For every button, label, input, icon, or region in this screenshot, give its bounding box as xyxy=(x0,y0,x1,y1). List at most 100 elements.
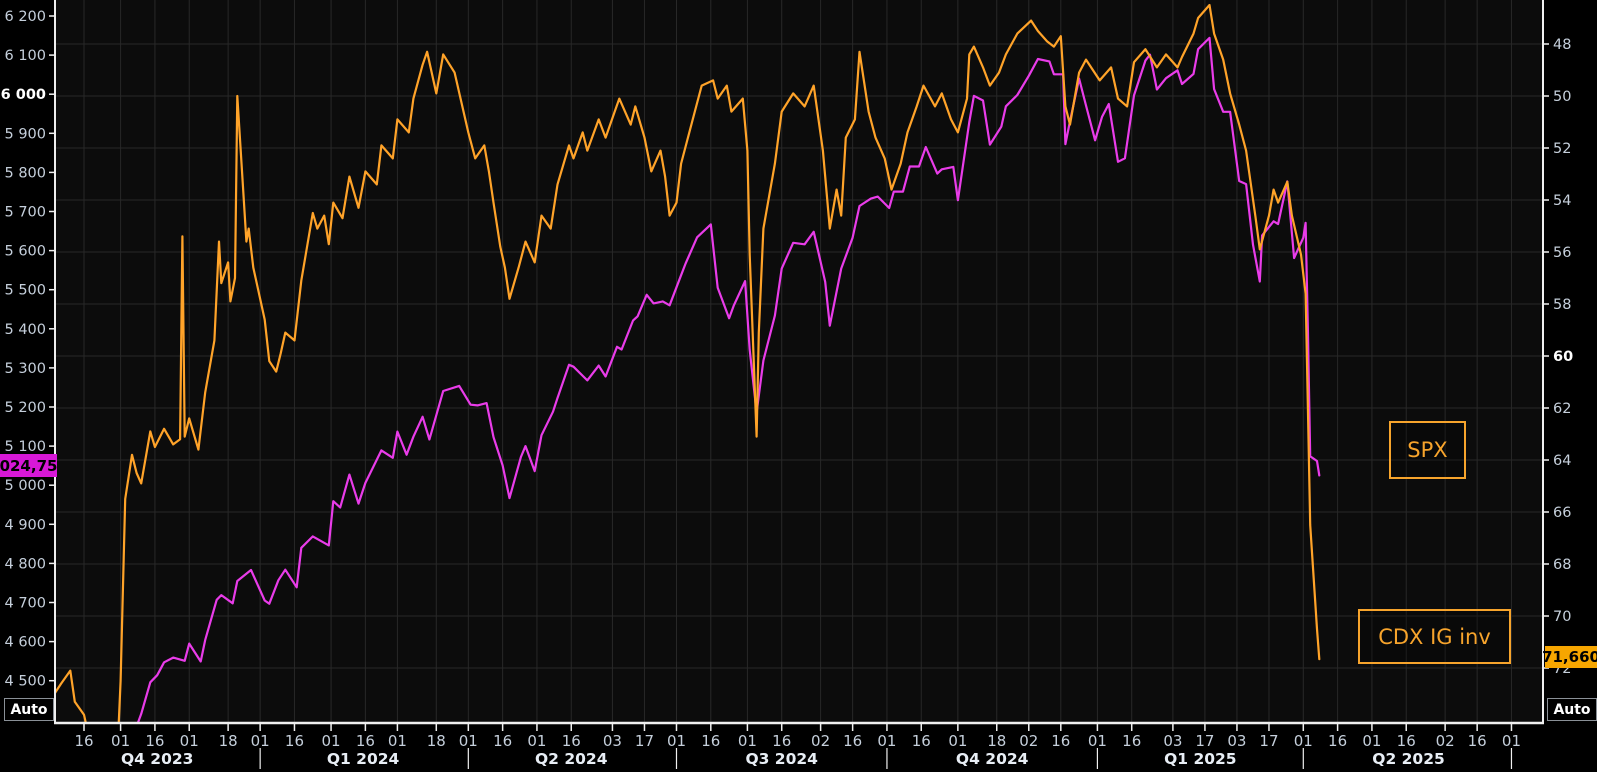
x-axis-date-label: 17 xyxy=(1259,732,1278,750)
x-axis-date-label: 16 xyxy=(1328,732,1347,750)
cdx-last-price-value: 71,660 xyxy=(1542,648,1597,666)
right-axis-label: 66 xyxy=(1553,505,1571,521)
x-axis-date-label: 16 xyxy=(356,732,375,750)
x-axis-date-label: 16 xyxy=(772,732,791,750)
left-axis-label: 5 800 xyxy=(4,165,46,181)
right-axis-label: 62 xyxy=(1553,401,1571,417)
x-axis-date-label: 16 xyxy=(145,732,164,750)
right-axis-label: 64 xyxy=(1553,453,1571,469)
x-axis-date-label: 16 xyxy=(74,732,93,750)
x-axis-date-label: 02 xyxy=(1436,732,1455,750)
x-axis-date-label: 01 xyxy=(738,732,757,750)
quarter-label: Q1 2024 xyxy=(327,750,400,768)
right-axis-label: 48 xyxy=(1553,37,1571,53)
right-axis-auto-button[interactable]: Auto xyxy=(1547,698,1597,721)
x-axis-date-label: 16 xyxy=(843,732,862,750)
x-axis-date-label: 16 xyxy=(701,732,720,750)
x-axis-date-label: 01 xyxy=(1294,732,1313,750)
x-axis-date-label: 01 xyxy=(459,732,478,750)
right-axis-label: 58 xyxy=(1553,297,1571,313)
x-axis-date-label: 16 xyxy=(1051,732,1070,750)
left-axis-label: 5 600 xyxy=(4,244,46,260)
left-axis-label: 5 500 xyxy=(4,283,46,299)
x-axis-date-label: 16 xyxy=(912,732,931,750)
plot-frame xyxy=(54,0,1544,725)
x-axis-date-label: 01 xyxy=(388,732,407,750)
left-axis-label: 5 900 xyxy=(4,126,46,142)
legend-cdx-ig-inv[interactable]: CDX IG inv xyxy=(1358,609,1511,664)
right-axis-label: 50 xyxy=(1553,89,1571,105)
x-axis-date-label: 18 xyxy=(219,732,238,750)
left-axis-label: 4 900 xyxy=(4,517,46,533)
left-axis-label: 5 200 xyxy=(4,400,46,416)
x-axis-date-label: 01 xyxy=(527,732,546,750)
x-axis-date-label: 03 xyxy=(1163,732,1182,750)
left-axis-label: 4 800 xyxy=(4,556,46,572)
spx-last-price-value: 024,75 xyxy=(0,456,58,475)
x-axis-date-label: 16 xyxy=(1397,732,1416,750)
left-axis-label: 5 100 xyxy=(4,439,46,455)
left-axis-label: 6 200 xyxy=(4,9,46,25)
spx-last-price-label: 024,75 xyxy=(0,454,57,477)
gridlines xyxy=(55,0,1543,722)
x-axis-date-label: 02 xyxy=(811,732,830,750)
x-axis-date-label: 16 xyxy=(562,732,581,750)
x-axis-date-label: 18 xyxy=(987,732,1006,750)
series-line-cdx-ig-inv xyxy=(55,3,1321,722)
right-auto-label: Auto xyxy=(1553,701,1591,718)
quarter-label: Q2 2025 xyxy=(1372,750,1445,768)
right-axis-label: 68 xyxy=(1553,557,1571,573)
left-axis-label: 6 100 xyxy=(4,48,46,64)
quarter-label: Q4 2024 xyxy=(956,750,1029,768)
left-auto-label: Auto xyxy=(10,701,48,718)
right-axis-label: 56 xyxy=(1553,245,1571,261)
right-axis-label: 54 xyxy=(1553,193,1571,209)
x-axis-date-label: 01 xyxy=(111,732,130,750)
right-axis-label: 52 xyxy=(1553,141,1571,157)
left-axis-label: 4 700 xyxy=(4,596,46,612)
x-axis-date-label: 17 xyxy=(635,732,654,750)
x-axis-date-label: 03 xyxy=(1227,732,1246,750)
x-axis-date-label: 16 xyxy=(285,732,304,750)
quarter-label: Q2 2024 xyxy=(535,750,608,768)
x-axis-date-label: 01 xyxy=(180,732,199,750)
x-axis-date-label: 16 xyxy=(1468,732,1487,750)
left-axis[interactable]: 6 200 6 100 6 000 5 900 5 800 5 700 5 600 5 500… xyxy=(1,9,55,690)
series-group xyxy=(55,3,1321,722)
legend-spx[interactable]: SPX xyxy=(1389,421,1466,479)
left-axis-label: 5 700 xyxy=(4,205,46,221)
x-axis-date-label: 16 xyxy=(493,732,512,750)
left-axis-label: 4 500 xyxy=(4,674,46,690)
x-axis-date-label: 17 xyxy=(1195,732,1214,750)
x-axis-date-label: 02 xyxy=(1019,732,1038,750)
x-axis-date-label: 01 xyxy=(948,732,967,750)
left-axis-label: 4 600 xyxy=(4,635,46,651)
left-axis-label: 5 000 xyxy=(4,478,46,494)
x-axis-date-label: 01 xyxy=(251,732,270,750)
left-axis-label: 5 300 xyxy=(4,361,46,377)
x-axis-date-label: 01 xyxy=(667,732,686,750)
x-axis-date-label: 16 xyxy=(1122,732,1141,750)
left-axis-auto-button[interactable]: Auto xyxy=(4,698,54,721)
x-axis-date-label: 01 xyxy=(1502,732,1521,750)
x-axis-date-label: 01 xyxy=(1362,732,1381,750)
right-axis-label: 60 xyxy=(1553,349,1573,365)
x-axis[interactable]: 16 01 16 01 18 01 16 01 16 01 18 01 16 01 16 03 17 01 16 01… xyxy=(74,724,1521,769)
x-axis-date-label: 01 xyxy=(877,732,896,750)
right-axis-label: 70 xyxy=(1553,609,1571,625)
plot-area[interactable] xyxy=(55,0,1543,722)
legend-spx-label: SPX xyxy=(1407,438,1448,462)
x-axis-date-label: 01 xyxy=(1088,732,1107,750)
x-axis-date-label: 03 xyxy=(603,732,622,750)
series-line-spx xyxy=(137,36,1321,722)
x-axis-date-label: 18 xyxy=(427,732,446,750)
quarter-label: Q4 2023 xyxy=(121,750,194,768)
left-axis-label: 5 400 xyxy=(4,322,46,338)
cdx-last-price-label: 71,660 xyxy=(1542,646,1597,668)
left-axis-label: 6 000 xyxy=(1,87,46,103)
x-axis-date-label: 01 xyxy=(322,732,341,750)
legend-cdx-label: CDX IG inv xyxy=(1378,624,1491,649)
